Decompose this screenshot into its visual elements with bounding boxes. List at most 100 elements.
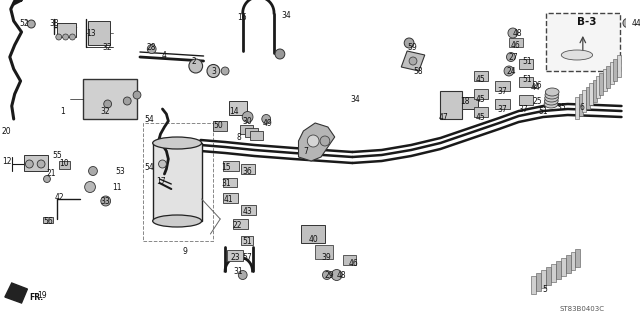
- Bar: [223, 178, 237, 187]
- Bar: [518, 77, 533, 87]
- Text: 33: 33: [101, 197, 111, 205]
- Text: 5: 5: [542, 285, 547, 293]
- Text: 11: 11: [113, 182, 122, 191]
- Bar: [613, 58, 617, 80]
- Text: 17: 17: [157, 176, 166, 186]
- Bar: [241, 236, 253, 245]
- Text: 45: 45: [476, 75, 485, 84]
- Text: 31: 31: [233, 266, 243, 276]
- Text: 48: 48: [513, 29, 522, 39]
- Ellipse shape: [153, 215, 202, 227]
- Bar: [575, 97, 579, 119]
- Text: 51: 51: [243, 236, 252, 246]
- Text: 35: 35: [556, 102, 566, 112]
- Text: 28: 28: [147, 42, 156, 51]
- Bar: [566, 255, 571, 273]
- Bar: [531, 276, 536, 294]
- Text: 8: 8: [237, 132, 241, 142]
- Text: 49: 49: [262, 118, 272, 128]
- Text: 2: 2: [192, 56, 196, 65]
- Circle shape: [159, 160, 166, 168]
- Bar: [561, 258, 566, 276]
- Text: ST83B0403C: ST83B0403C: [560, 306, 605, 312]
- Text: 44: 44: [531, 83, 540, 92]
- Bar: [589, 83, 593, 105]
- Bar: [315, 245, 333, 259]
- Circle shape: [88, 167, 97, 175]
- Text: 48: 48: [337, 271, 346, 279]
- Bar: [229, 101, 246, 115]
- Ellipse shape: [545, 91, 559, 99]
- Bar: [556, 261, 561, 279]
- Bar: [244, 128, 259, 137]
- Bar: [474, 71, 488, 81]
- Text: 10: 10: [59, 160, 68, 168]
- Polygon shape: [401, 51, 425, 71]
- Bar: [600, 72, 604, 94]
- Bar: [153, 143, 202, 221]
- Text: 46: 46: [348, 258, 358, 268]
- Text: 24: 24: [507, 66, 516, 76]
- Text: 26: 26: [532, 80, 542, 90]
- Text: 16: 16: [237, 12, 246, 21]
- Circle shape: [37, 160, 45, 168]
- Ellipse shape: [544, 100, 558, 108]
- Circle shape: [323, 271, 332, 279]
- Bar: [596, 76, 600, 98]
- Text: FR.: FR.: [29, 293, 44, 301]
- Bar: [575, 249, 580, 267]
- Circle shape: [104, 100, 111, 108]
- Text: 6: 6: [579, 102, 584, 112]
- Text: B-3: B-3: [577, 17, 596, 27]
- Circle shape: [307, 135, 319, 147]
- Text: 55: 55: [53, 151, 63, 160]
- Bar: [233, 219, 248, 229]
- Circle shape: [238, 271, 247, 279]
- Text: 54: 54: [145, 115, 155, 123]
- Bar: [43, 217, 53, 223]
- Text: 19: 19: [37, 291, 47, 300]
- Bar: [579, 93, 583, 115]
- Text: 30: 30: [243, 116, 252, 125]
- Circle shape: [147, 44, 156, 54]
- Text: 37: 37: [497, 105, 507, 114]
- Text: 34: 34: [350, 94, 360, 103]
- Text: 36: 36: [243, 167, 252, 175]
- Bar: [546, 267, 551, 285]
- Text: 40: 40: [308, 234, 318, 243]
- Bar: [495, 81, 510, 91]
- Text: 22: 22: [233, 220, 243, 229]
- Text: 34: 34: [282, 11, 292, 19]
- Circle shape: [56, 34, 61, 40]
- Circle shape: [242, 112, 253, 122]
- Text: 56: 56: [43, 217, 53, 226]
- Text: 18: 18: [460, 97, 470, 106]
- Bar: [495, 99, 510, 109]
- Text: 3: 3: [211, 66, 216, 76]
- Ellipse shape: [153, 137, 202, 149]
- Text: 45: 45: [476, 94, 485, 103]
- Bar: [213, 121, 227, 131]
- Text: 57: 57: [243, 253, 252, 262]
- Text: 14: 14: [229, 107, 239, 115]
- Circle shape: [70, 34, 76, 40]
- Circle shape: [44, 175, 51, 182]
- Bar: [536, 273, 541, 291]
- Text: 54: 54: [145, 162, 155, 172]
- Text: 43: 43: [243, 206, 252, 216]
- Bar: [227, 250, 243, 261]
- Text: 37: 37: [518, 105, 529, 114]
- Bar: [546, 13, 620, 71]
- Bar: [474, 107, 488, 117]
- Circle shape: [409, 57, 417, 65]
- Circle shape: [28, 20, 35, 28]
- Text: 52: 52: [20, 19, 29, 27]
- Text: 25: 25: [532, 97, 542, 106]
- Bar: [342, 255, 356, 265]
- Bar: [462, 97, 477, 109]
- Circle shape: [207, 64, 220, 78]
- Text: 27: 27: [509, 53, 518, 62]
- Polygon shape: [5, 283, 28, 303]
- Circle shape: [262, 115, 271, 123]
- Bar: [518, 59, 533, 69]
